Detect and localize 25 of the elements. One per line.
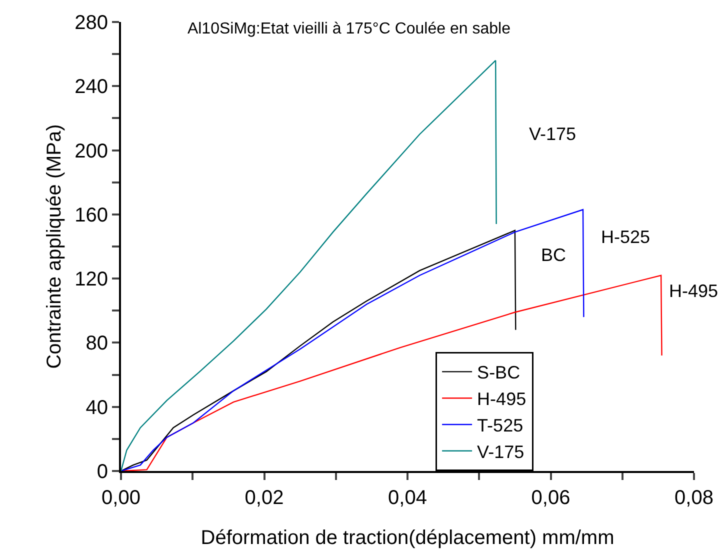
x-tick-label: 0,04	[388, 487, 427, 509]
legend-label: T-525	[477, 416, 524, 436]
x-tick-label: 0,02	[244, 487, 284, 509]
y-tick-label: 80	[86, 332, 108, 355]
x-tick-label: 0,06	[531, 487, 570, 509]
y-tick-label: 200	[74, 140, 108, 162]
chart-title: Al10SiMg:Etat vieilli à 175°C Coulée en sable	[187, 20, 511, 38]
annotation: V-175	[529, 124, 576, 144]
x-tick-label: 0,00	[102, 487, 140, 509]
y-tick-label: 240	[74, 76, 108, 98]
y-tick-label: 40	[86, 396, 108, 419]
x-tick-label: 0,08	[674, 487, 714, 509]
annotation: H-525	[601, 227, 650, 247]
legend-label: H-495	[477, 389, 526, 410]
y-axis-title: Contrainte appliquée (MPa)	[44, 124, 66, 369]
legend-label: V-175	[477, 442, 524, 462]
legend-label: S-BC	[477, 362, 520, 383]
y-tick-label: 280	[74, 12, 108, 34]
annotation: H-495	[669, 281, 718, 301]
line-series	[121, 274, 662, 471]
annotation: BC	[541, 245, 566, 265]
y-tick-label: 160	[74, 204, 108, 226]
x-axis-title: Déformation de traction(déplacement) mm/mm	[200, 527, 614, 549]
y-tick-label: 120	[74, 268, 108, 291]
y-tick-label: 0	[96, 461, 108, 483]
